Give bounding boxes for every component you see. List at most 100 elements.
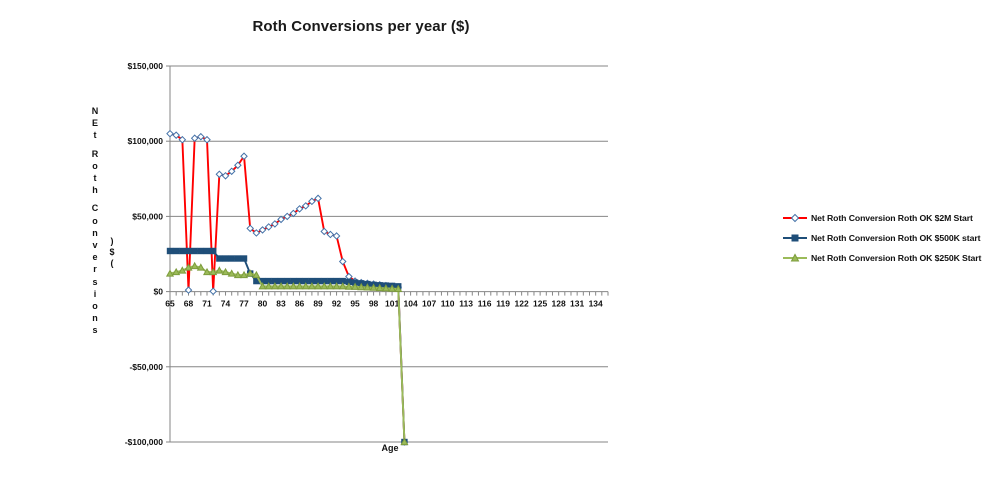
series-marker [184,263,193,271]
x-axis-tick-label: 71 [202,299,212,309]
series-marker [326,282,335,290]
x-axis-tick-label: 110 [441,299,455,309]
y-axis-title-char: n [92,227,98,238]
series-marker [227,167,236,176]
series-marker [388,284,397,292]
legend-item[interactable]: Net Roth Conversion Roth OK $500K start [782,228,982,248]
y-axis-title-char: h [92,185,98,196]
series-marker [258,282,267,290]
y-axis-title-char: t [93,130,97,141]
y-axis-tick-label: $150,000 [128,61,164,71]
series-marker [381,284,390,292]
series-marker [240,152,248,161]
y-axis-title-char: C [91,203,99,214]
series-marker [344,282,353,290]
series-marker [246,224,255,233]
series-marker [308,197,316,206]
series-marker [202,267,212,276]
series-marker [270,282,279,290]
legend-item[interactable]: Net Roth Conversion Roth OK $250K Start [782,248,982,268]
series-marker [283,212,292,221]
y-axis-tick-label: $50,000 [132,211,163,221]
series-marker [246,269,255,277]
series-marker [338,282,347,290]
legend-label: Net Roth Conversion Roth OK $250K Start [811,253,982,263]
x-axis-tick-label: 122 [515,299,529,309]
series-marker [209,247,217,255]
series-marker [283,282,292,290]
series-marker [166,247,174,255]
series-marker [314,194,322,203]
series-marker [172,247,180,255]
series-marker [264,282,273,290]
x-axis-tick-label: 134 [589,299,603,309]
y-axis-tick-label: $0 [154,287,164,297]
series-marker [221,267,230,276]
series-marker [178,266,187,274]
y-axis-title-char: o [92,215,98,226]
y-axis-title-char: o [92,301,98,312]
series-marker [400,437,409,446]
series-marker [301,202,310,210]
x-axis-tick-label: 107 [422,299,436,309]
series-marker [252,270,261,279]
x-axis-tick-label: 77 [239,299,249,309]
chart-title: Roth Conversions per year ($) [252,18,470,35]
legend-marker-icon [782,211,808,225]
series-marker [332,232,341,240]
y-axis-title-char: E [91,118,98,129]
y-axis-title-char: e [92,252,98,263]
series-marker [209,267,218,276]
series-marker [264,223,273,231]
y-axis-title-char: t [93,173,97,184]
series-marker [172,267,181,276]
x-axis-tick-label: 128 [552,299,566,309]
y-axis-units-char: $ [109,247,115,257]
y-axis-tick-label: -$50,000 [129,362,163,372]
legend-item[interactable]: Net Roth Conversion Roth OK $2M Start [782,208,982,228]
series-marker [166,129,174,138]
series-marker [326,230,335,239]
series-marker [289,282,298,290]
x-axis-tick-label: 65 [165,299,175,309]
y-axis-title-char: s [92,325,98,336]
series-marker [227,269,236,277]
series-marker [301,282,310,290]
series-marker [221,171,230,180]
series-marker [363,283,372,291]
series-marker [179,247,186,255]
y-axis-title-char: N [91,106,99,116]
y-axis-title-char: o [92,160,98,171]
series-marker [295,282,304,290]
x-axis-tick-label: 131 [570,299,584,309]
series-marker [369,283,378,291]
x-axis-tick-label: 104 [403,299,417,309]
x-axis-tick-label: 68 [184,299,194,309]
y-axis-title-char: r [93,264,97,275]
series-marker [234,161,242,170]
series-marker [277,215,285,224]
chart-legend: Net Roth Conversion Roth OK $2M Start Net… [782,208,982,268]
x-axis-tick-label: 83 [276,299,286,309]
series-marker [320,282,329,290]
series-marker [197,247,205,255]
x-axis-tick-label: 116 [478,299,492,309]
series-marker [190,261,199,270]
series-marker [357,282,366,291]
series-marker [178,135,187,144]
x-axis-tick-label: 92 [332,299,342,309]
series-marker [190,134,199,142]
x-axis-title: Age [381,443,399,453]
y-axis-units-char: ) [110,236,114,246]
series-marker [271,220,279,228]
series-marker [239,270,249,279]
series-marker [203,247,211,255]
x-axis-tick-label: 89 [313,299,323,309]
series-marker [258,226,267,234]
series-marker [320,227,329,236]
series-marker [314,282,323,290]
y-axis-title-char: i [93,288,97,299]
series-marker [240,255,248,262]
